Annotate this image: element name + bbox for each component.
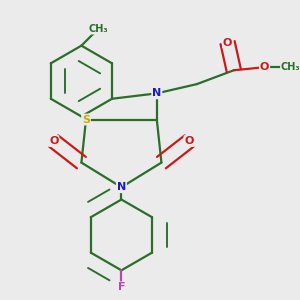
Text: F: F: [118, 282, 125, 292]
Text: O: O: [184, 136, 194, 146]
Text: CH₃: CH₃: [281, 62, 300, 72]
Text: N: N: [117, 182, 126, 192]
Text: N: N: [152, 88, 161, 98]
Text: CH₃: CH₃: [88, 24, 108, 34]
Text: O: O: [49, 136, 58, 146]
Text: S: S: [82, 115, 90, 124]
Text: O: O: [260, 62, 269, 72]
Text: O: O: [223, 38, 232, 48]
